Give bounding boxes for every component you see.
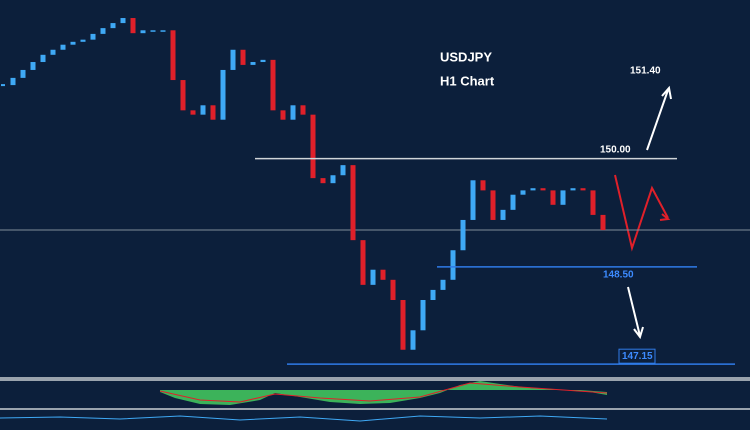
candle [160,30,166,32]
candle [330,175,336,184]
candle [220,69,226,120]
candle [420,300,426,331]
candle [480,180,486,191]
candle [140,30,146,34]
candle [530,188,536,191]
candle [310,114,316,179]
candle [20,69,26,78]
candle [240,49,246,65]
level-label: 150.00 [600,144,631,155]
candle [470,180,476,220]
candle [460,219,466,251]
candle [550,190,556,205]
candle [560,190,566,205]
candle [30,62,36,70]
level-label: 151.40 [630,65,661,76]
candle [80,39,86,42]
candle [50,49,56,55]
candle [210,105,216,120]
candle [600,214,606,231]
candle [100,28,106,34]
chart-subtitle: H1 Chart [440,73,495,88]
candle [130,18,136,34]
candle [580,188,586,191]
candle [590,190,596,215]
panel-separator [0,377,750,381]
level-label: 147.15 [622,351,653,362]
candle [120,18,126,24]
candle [180,80,186,111]
candle [430,289,436,300]
candle [500,209,506,220]
candle [40,54,46,63]
indicator-signal [159,382,608,403]
candle [70,41,76,45]
candle [450,250,456,280]
candle [200,105,206,115]
candle [170,30,176,81]
projection-arrowhead [659,213,671,221]
candle [520,190,526,195]
candle [340,165,346,176]
candle [440,279,446,290]
candle [250,62,256,65]
candle [320,178,326,184]
candle [540,188,546,191]
candle [280,110,286,120]
candle [260,59,266,63]
projection-path [614,174,669,252]
candle [350,165,356,241]
candle [300,105,306,115]
candle [230,49,236,70]
oscillator-line [0,415,608,422]
candle [370,269,376,285]
candle [400,300,406,350]
candle [290,105,296,120]
up-arrow [646,85,672,151]
candle [90,33,96,40]
candle [510,194,516,210]
candle [390,279,396,300]
chart-title: USDJPY [440,49,492,64]
candle [110,23,116,29]
candle [360,240,366,285]
level-label-box [618,348,656,364]
down-arrow [627,286,644,340]
candle [410,330,416,350]
candle [10,77,16,86]
level-label: 148.50 [603,269,634,280]
candle [270,59,276,111]
candle [380,269,386,280]
indicator-histogram [160,381,607,405]
candle [60,44,66,50]
candle [150,30,156,32]
candle [190,110,196,115]
candle [570,188,576,191]
candle [490,190,496,220]
